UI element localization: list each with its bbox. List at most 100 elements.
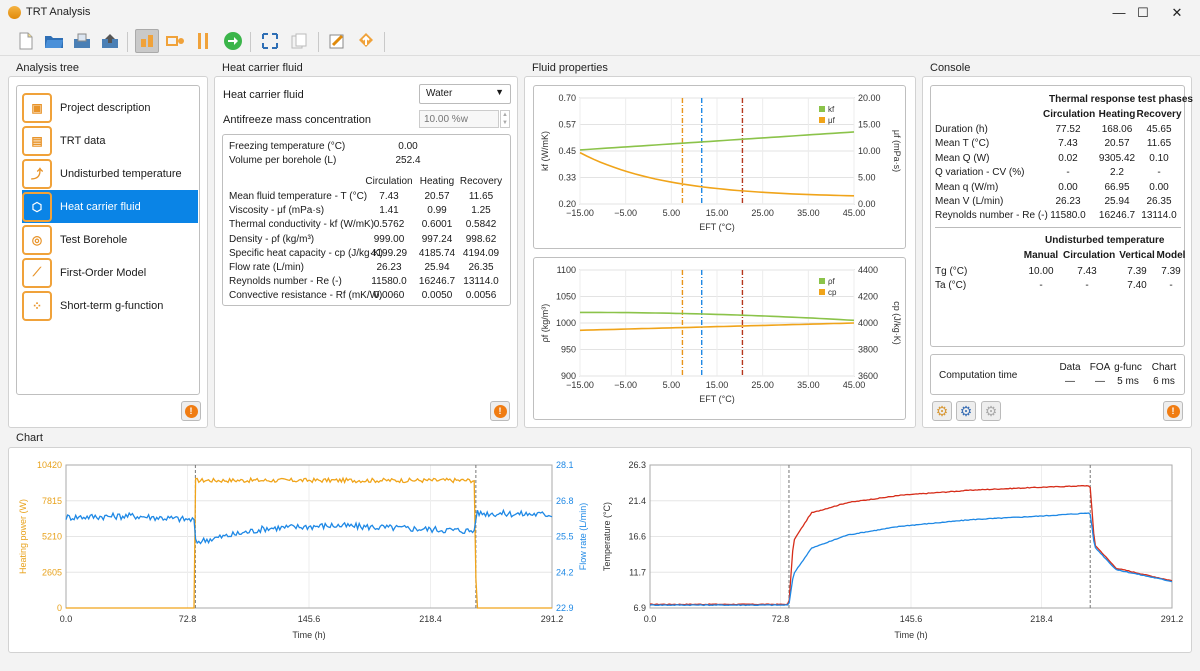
x-tick-label: 72.8 — [772, 614, 790, 624]
y2-tick-label: 4400 — [858, 265, 878, 275]
save-icon[interactable] — [70, 29, 94, 53]
property-value: 0.6001 — [421, 219, 453, 231]
phase-row-value: 0.00 — [1149, 181, 1169, 193]
tree-item-undisturbed-temperature[interactable]: ⤴ Undisturbed temperature — [22, 157, 198, 190]
fluid-properties-panel: 0.70 20.00 0.57 15.00 0.45 10.00 0.33 5.00 0.20 0… — [524, 76, 916, 428]
heat-carrier-title: Heat carrier fluid — [222, 62, 303, 74]
settings-gear-grey-button[interactable]: ⚙ — [981, 401, 1001, 421]
y-tick-label: 900 — [561, 371, 576, 381]
x-tick-label: 35.00 — [797, 208, 820, 218]
property-label: Reynolds number - Re (-) — [229, 276, 342, 288]
tree-item-short-term-g-function[interactable]: ⁘ Short-term g-function — [22, 289, 198, 322]
fluid-select[interactable]: Water ▼ — [419, 84, 511, 104]
comp-header: Chart — [1151, 362, 1177, 373]
computation-time-label: Computation time — [939, 370, 1018, 381]
x-axis-label: Time (h) — [292, 630, 325, 640]
property-value: 0.0060 — [373, 290, 405, 302]
report-icon[interactable] — [325, 29, 349, 53]
property-value: 1.41 — [379, 205, 399, 217]
y2-tick-label: 3800 — [858, 345, 878, 355]
property-value: 4194.09 — [462, 247, 500, 259]
y2-axis-label: Flow rate (L/min) — [578, 503, 588, 571]
save-as-icon[interactable] — [98, 29, 122, 53]
property-value: 26.35 — [468, 262, 494, 273]
x-tick-label: 72.8 — [179, 614, 197, 624]
temperature-icon: ⤴ — [22, 158, 52, 189]
series-line — [65, 508, 553, 545]
fluid-properties-table: Freezing temperature (°C) 0.00 Volume pe… — [222, 134, 511, 306]
console-warning-button[interactable]: ! — [1163, 401, 1183, 421]
close-button[interactable]: ✕ — [1171, 5, 1183, 20]
phase-row-value: 45.65 — [1146, 124, 1172, 135]
phase-row-value: 168.06 — [1101, 124, 1133, 135]
legend-swatch — [819, 278, 825, 284]
und-row-value: - — [1085, 280, 1089, 292]
antifreeze-label: Antifreeze mass concentration — [223, 114, 371, 126]
y2-axis-label: cp (J/kg·K) — [892, 301, 902, 345]
legend-swatch — [819, 106, 825, 112]
phases-title: Thermal response test phases — [1049, 94, 1193, 105]
new-file-icon[interactable] — [14, 29, 38, 53]
property-curve-a — [580, 311, 855, 322]
legend-label: cp — [828, 288, 837, 297]
x-tick-label: −15.00 — [566, 380, 594, 390]
y2-axis-label: μf (mPa·s) — [892, 130, 902, 172]
tree-warning-button[interactable]: ! — [181, 401, 201, 421]
analysis-tree-icon[interactable] — [135, 29, 159, 53]
phase-row-value: 11.65 — [1146, 138, 1172, 150]
fluid-warning-button[interactable]: ! — [490, 401, 510, 421]
run-arrow-icon[interactable] — [221, 29, 245, 53]
copy-image-icon[interactable] — [287, 29, 311, 53]
borehole-icon[interactable] — [191, 29, 215, 53]
phase-row-value: - — [1157, 167, 1161, 179]
analysis-tree-panel: ▣ Project description ▤ TRT data ⤴ Undistur… — [8, 76, 208, 428]
minimize-button[interactable]: — — [1112, 5, 1126, 20]
x-tick-label: 25.00 — [751, 208, 774, 218]
y-tick-label: 1100 — [557, 265, 576, 275]
comp-header: FOA — [1089, 362, 1111, 373]
antifreeze-stepper[interactable]: ▲ ▼ — [500, 110, 510, 128]
y-axis-label: Temperature (°C) — [602, 502, 612, 571]
y2-tick-label: 20.00 — [858, 93, 881, 103]
y2-tick-label: 28.1 — [556, 460, 574, 470]
chart-title: Chart — [16, 432, 43, 444]
antifreeze-input[interactable] — [419, 110, 499, 128]
property-label: Density - ρf (kg/m³) — [229, 233, 315, 245]
comp-value: — — [1095, 376, 1105, 387]
open-folder-icon[interactable] — [42, 29, 66, 53]
und-row-value: 10.00 — [1028, 266, 1054, 277]
x-tick-label: 5.00 — [663, 380, 681, 390]
phase-header: Heating — [1098, 109, 1136, 120]
y-tick-label: 16.6 — [628, 532, 646, 542]
tree-item-trt-data[interactable]: ▤ TRT data — [22, 124, 198, 157]
und-header: Model — [1156, 250, 1186, 261]
phase-row-label: Q variation - CV (%) — [935, 167, 1025, 179]
console-output: Thermal response test phases Undisturbed… — [930, 85, 1193, 347]
fluid-icon[interactable] — [163, 29, 187, 53]
phase-row-value: 25.94 — [1104, 196, 1130, 207]
series-line — [650, 485, 1173, 606]
settings-gear-blue-button[interactable]: ⚙ — [956, 401, 976, 421]
tree-item-heat-carrier-fluid[interactable]: ⬡ Heat carrier fluid — [22, 190, 198, 223]
property-value: 0.0056 — [465, 290, 497, 302]
tree-item-test-borehole[interactable]: ◎ Test Borehole — [22, 223, 198, 256]
gear-icon: ⚙ — [935, 402, 949, 419]
tree-item-project-description[interactable]: ▣ Project description — [22, 91, 198, 124]
tree-item-first-order-model[interactable]: ⟋ First-Order Model — [22, 256, 198, 289]
phase-header: Circulation — [1043, 109, 1096, 120]
maximize-button[interactable]: ☐ — [1137, 5, 1149, 20]
phase-row-value: 0.00 — [1058, 181, 1078, 193]
y-tick-label: 0.45 — [558, 146, 576, 156]
phase-row-value: 9305.42 — [1098, 152, 1136, 164]
settings-gear-button[interactable]: ⚙ — [932, 401, 952, 421]
fit-view-icon[interactable] — [258, 29, 282, 53]
und-row-value: - — [1169, 280, 1173, 292]
export-icon[interactable] — [354, 29, 378, 53]
property-value: 20.57 — [424, 191, 450, 202]
phase-row-value: 0.02 — [1058, 152, 1078, 164]
x-tick-label: 15.00 — [706, 380, 729, 390]
fluid-properties-title: Fluid properties — [532, 62, 608, 74]
comp-header: g-func — [1114, 362, 1142, 373]
phase-row-label: Mean V (L/min) — [935, 196, 1004, 207]
y-tick-label: 6.9 — [633, 603, 646, 613]
